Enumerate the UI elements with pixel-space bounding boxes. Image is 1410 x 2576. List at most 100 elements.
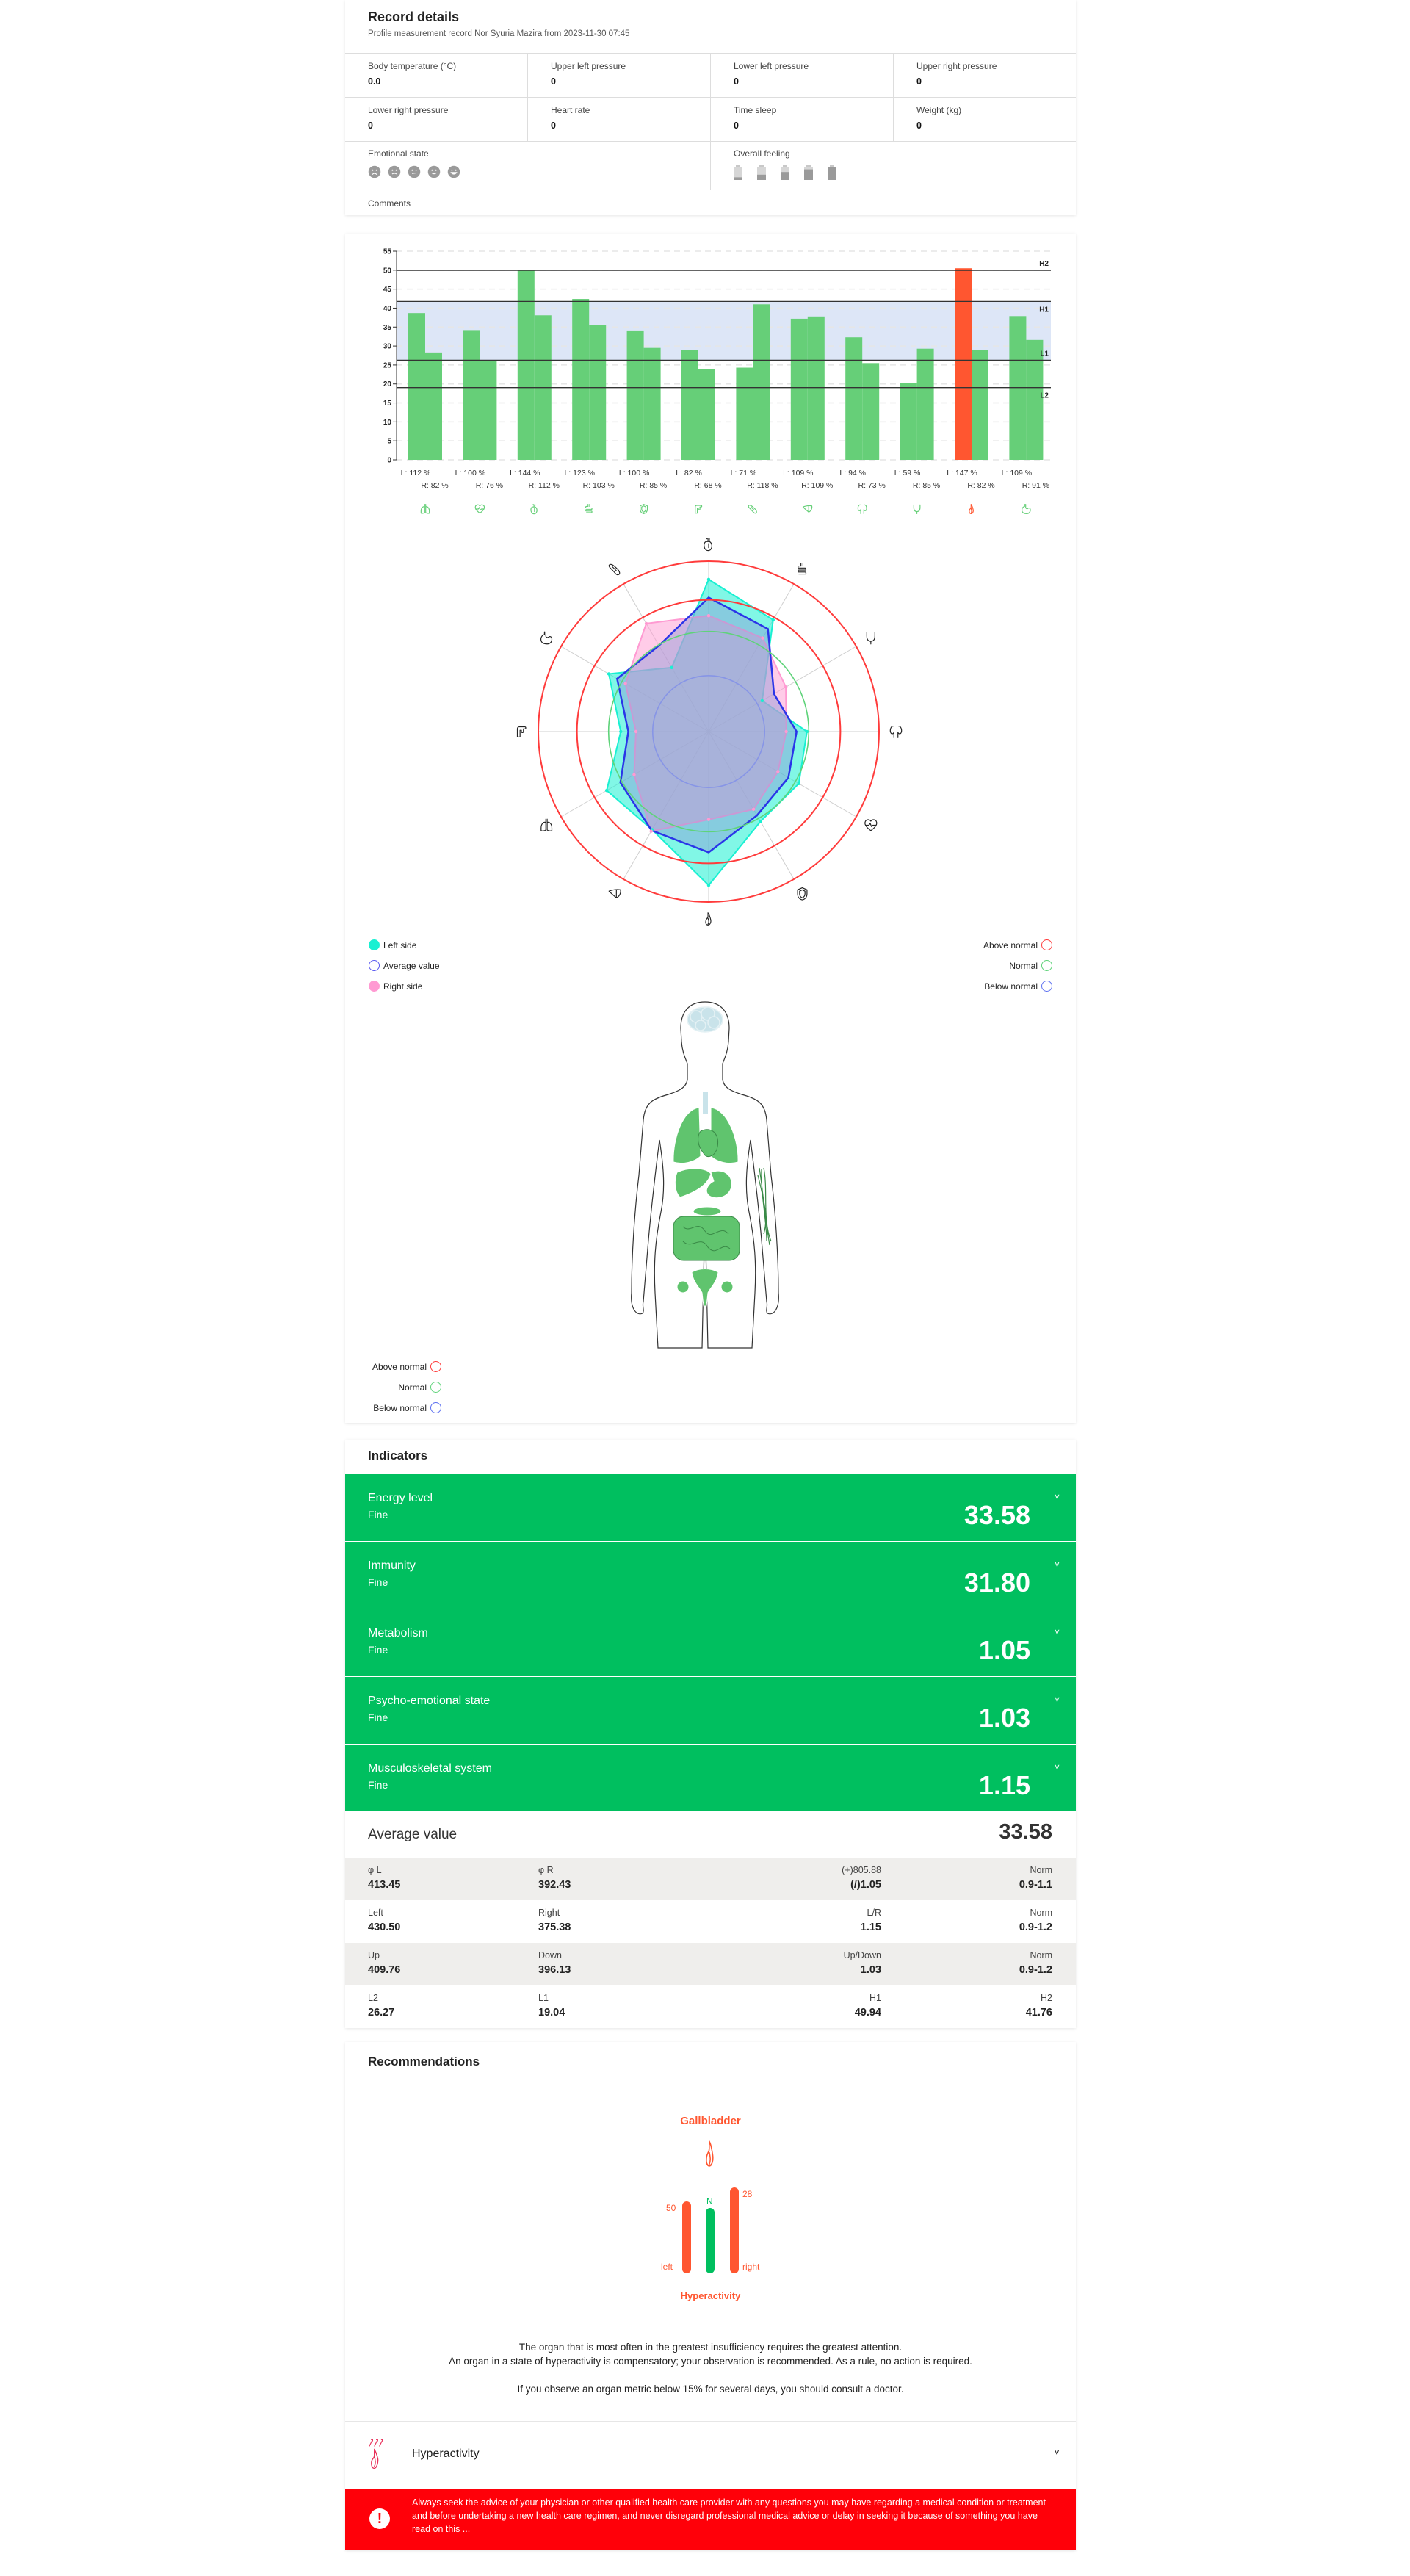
field-lower-left-pressure: Lower left pressure 0 (711, 54, 894, 98)
y-tick-label: 15 (383, 400, 392, 408)
stomach (706, 1170, 732, 1199)
battery-level-icon[interactable] (734, 165, 742, 180)
indicators-title: Indicators (368, 1448, 428, 1462)
radar-point (706, 613, 711, 618)
bar-left-label: L: 112 % (401, 469, 431, 477)
radar-point (805, 729, 809, 734)
overall-feeling-label: Overall feeling (734, 148, 790, 159)
chevron-down-icon[interactable]: ˅ (1054, 1762, 1060, 1772)
radar-ring-above-normal (576, 599, 842, 865)
bar-right[interactable] (1026, 339, 1044, 460)
radar-point (670, 665, 673, 670)
smile-face-icon[interactable] (427, 165, 441, 178)
chevron-down-icon[interactable]: ˅ (1054, 2447, 1060, 2458)
bar-left[interactable] (682, 350, 698, 460)
bar-left[interactable] (900, 383, 917, 460)
bar-right-label: R: 85 % (640, 481, 667, 490)
bar-left[interactable] (845, 337, 863, 460)
very-sad-face-icon[interactable] (368, 165, 381, 178)
bar-right[interactable] (916, 348, 934, 460)
radar-ring-above-normal (538, 560, 880, 903)
battery-level-icon[interactable] (828, 165, 836, 180)
bar-right[interactable] (480, 360, 497, 460)
radar-point (706, 577, 711, 582)
bar-left-label: L: 71 % (731, 469, 757, 477)
bar-right-label: R: 109 % (801, 481, 833, 490)
page-title: Record details (368, 10, 460, 24)
indicator-metabolism[interactable]: Metabolism Fine 1.05 ˅ (345, 1609, 1076, 1676)
stats-label: L1 (538, 1993, 549, 2003)
chevron-down-icon[interactable]: ˅ (1054, 1695, 1060, 1705)
chevron-down-icon[interactable]: ˅ (1054, 1559, 1060, 1570)
radar-point (644, 621, 648, 626)
radar-point (632, 773, 636, 776)
indicator-psycho-emotional-state[interactable]: Psycho-emotional state Fine 1.03 ˅ (345, 1677, 1076, 1744)
kidneys-icon (889, 726, 903, 738)
indicator-immunity[interactable]: Immunity Fine 31.80 ˅ (345, 1542, 1076, 1609)
bar-right[interactable] (862, 363, 880, 460)
bar-right-label: R: 68 % (694, 481, 721, 490)
bar-right[interactable] (425, 352, 442, 460)
field-label: Weight (kg) (916, 105, 962, 115)
indicator-energy-level[interactable]: Energy level Fine 33.58 ˅ (345, 1474, 1076, 1541)
field-value: 0 (551, 76, 556, 87)
doctor-note: If you observe an organ metric below 15%… (517, 2384, 904, 2395)
bar-left[interactable] (626, 330, 644, 460)
indicator-title: Immunity (368, 1559, 416, 1572)
chevron-down-icon[interactable]: ˅ (1054, 1627, 1060, 1637)
kidneys-icon (857, 504, 867, 514)
intestines (673, 1216, 740, 1261)
neutral-face-icon[interactable] (408, 165, 421, 178)
body-legend-normal: Normal (398, 1382, 441, 1393)
bar-left[interactable] (736, 367, 753, 460)
body-organ-map (631, 1001, 779, 1349)
battery-level-icon[interactable] (781, 165, 789, 180)
y-tick-label: 25 (383, 361, 392, 369)
overall-feeling-selector (734, 165, 1076, 180)
indicator-musculoskeletal-system[interactable]: Musculoskeletal system Fine 1.15 ˅ (345, 1745, 1076, 1811)
stats-label: Norm (1030, 1908, 1052, 1918)
legend-ring (430, 1382, 441, 1393)
bar-right[interactable] (589, 325, 607, 460)
bar-right[interactable] (753, 304, 770, 460)
gallbladder-icon (705, 912, 712, 926)
colon-icon (516, 726, 527, 737)
legend-swatch (369, 939, 380, 950)
indicator-status: Fine (368, 1644, 388, 1656)
warning-icon: ! (369, 2508, 390, 2529)
bar-left[interactable] (463, 330, 480, 460)
hyperactivity-accordion[interactable]: Hyperactivity ˅ (345, 2422, 1076, 2488)
field-weight: Weight (kg) 0 (894, 98, 1076, 142)
liver-icon (608, 889, 621, 898)
bladder-icon (866, 632, 875, 645)
bar-left[interactable] (955, 268, 972, 460)
bar-left[interactable] (517, 270, 535, 460)
happy-face-icon[interactable] (447, 165, 460, 178)
battery-level-icon[interactable] (804, 165, 813, 180)
radar-point (760, 699, 764, 703)
radar-ring-normal (607, 630, 810, 833)
field-value: 0 (916, 120, 922, 131)
shield-icon (797, 887, 808, 901)
battery-level-icon[interactable] (757, 165, 766, 180)
bar-right[interactable] (807, 316, 825, 460)
stats-value: 1.15 (860, 1922, 881, 1933)
legend-label: Above normal (983, 939, 1038, 950)
stats-cell: Norm 0.9-1.1 (1019, 1865, 1052, 1891)
bar-left[interactable] (572, 299, 590, 460)
y-tick-label: 10 (383, 419, 392, 427)
chevron-down-icon[interactable]: ˅ (1054, 1492, 1060, 1502)
indicator-title: Energy level (368, 1492, 433, 1504)
bar-right-label: R: 103 % (583, 481, 615, 490)
bar-left[interactable] (790, 318, 808, 460)
radar-point (784, 729, 788, 734)
sad-face-icon[interactable] (388, 165, 401, 178)
bar-right[interactable] (643, 347, 661, 460)
bar-right-label: R: 76 % (476, 481, 503, 490)
bar-right[interactable] (698, 369, 715, 460)
radar-ring-below-normal (651, 674, 766, 789)
bar-right[interactable] (972, 350, 988, 460)
bar-left[interactable] (408, 313, 425, 460)
radar-point (761, 636, 764, 640)
right-bar (730, 2187, 739, 2273)
